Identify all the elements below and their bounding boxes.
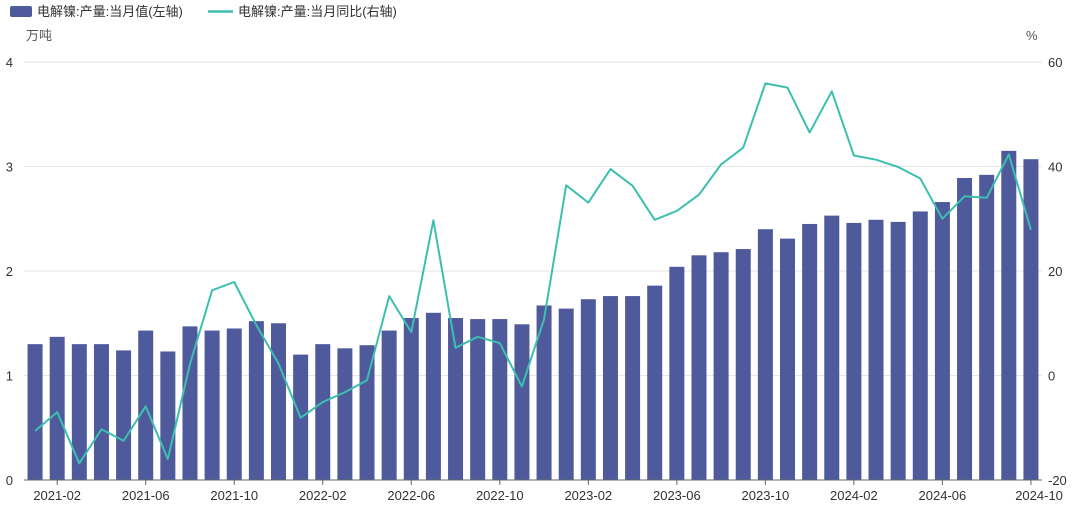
bar-2023-07 bbox=[691, 255, 707, 480]
bar-2024-08 bbox=[979, 174, 995, 481]
right-tick-label: 60 bbox=[1048, 55, 1062, 70]
left-tick-label: 0 bbox=[6, 473, 13, 488]
x-tick-label: 2024-10 bbox=[1015, 488, 1063, 503]
bar-2024-07 bbox=[957, 177, 973, 480]
legend-bar-label: 电解镍:产量:当月值(左轴) bbox=[37, 4, 183, 19]
bar-2022-04 bbox=[359, 345, 375, 480]
left-tick-label: 2 bbox=[6, 264, 13, 279]
x-tick-label: 2022-10 bbox=[476, 488, 524, 503]
x-tick-label: 2024-02 bbox=[830, 488, 878, 503]
bar-2024-02 bbox=[846, 222, 862, 480]
bar-2021-03 bbox=[71, 344, 87, 480]
bar-2023-11 bbox=[780, 238, 795, 480]
right-tick-label: 0 bbox=[1048, 369, 1055, 384]
bar-2023-02 bbox=[580, 299, 596, 480]
bar-2021-05 bbox=[116, 350, 132, 480]
bar-series bbox=[27, 150, 1039, 481]
bar-2024-06 bbox=[934, 202, 950, 480]
bar-2024-09 bbox=[1001, 150, 1017, 480]
bar-2021-02 bbox=[49, 336, 65, 480]
bar-2023-06 bbox=[669, 266, 685, 480]
right-tick-label: -20 bbox=[1048, 473, 1067, 488]
x-tick-label: 2021-02 bbox=[33, 488, 81, 503]
bar-2024-05 bbox=[912, 211, 928, 480]
bar-2023-03 bbox=[602, 296, 618, 480]
legend-item-line[interactable]: 电解镍:产量:当月同比(右轴) bbox=[208, 4, 397, 19]
bar-2021-10 bbox=[226, 328, 242, 480]
left-axis: 0 1 2 3 4 bbox=[6, 55, 13, 488]
x-tick-label: 2021-10 bbox=[210, 488, 258, 503]
right-axis-unit: % bbox=[1026, 28, 1038, 43]
bar-2021-11 bbox=[248, 321, 264, 480]
bar-2022-07 bbox=[425, 312, 441, 480]
bar-2022-12 bbox=[536, 305, 552, 480]
legend-bar-swatch bbox=[10, 6, 32, 17]
left-tick-label: 3 bbox=[6, 160, 13, 175]
bar-2022-10 bbox=[492, 319, 508, 480]
right-tick-label: 20 bbox=[1048, 264, 1062, 279]
x-tick-label: 2021-06 bbox=[122, 488, 170, 503]
bar-2022-11 bbox=[514, 324, 530, 480]
left-tick-label: 1 bbox=[6, 369, 13, 384]
left-tick-label: 4 bbox=[6, 55, 13, 70]
bar-2022-03 bbox=[337, 348, 353, 480]
line-series bbox=[34, 82, 1032, 465]
bar-2022-08 bbox=[448, 318, 464, 480]
bar-2021-08 bbox=[182, 326, 198, 480]
x-tick-label: 2023-02 bbox=[564, 488, 612, 503]
right-tick-label: 40 bbox=[1048, 160, 1062, 175]
bar-2023-08 bbox=[713, 252, 729, 480]
bar-2021-04 bbox=[93, 344, 109, 480]
bar-2022-05 bbox=[381, 330, 397, 480]
right-axis: -20 0 20 40 60 bbox=[1048, 55, 1067, 488]
bar-2023-10 bbox=[757, 229, 773, 480]
x-tick-label: 2022-02 bbox=[299, 488, 347, 503]
left-axis-unit: 万吨 bbox=[26, 28, 52, 43]
bar-2023-05 bbox=[647, 285, 663, 480]
x-tick-label: 2022-06 bbox=[387, 488, 435, 503]
legend-item-bar[interactable]: 电解镍:产量:当月值(左轴) bbox=[10, 4, 183, 19]
bar-2021-09 bbox=[204, 330, 220, 480]
bar-2021-06 bbox=[138, 330, 154, 480]
legend[interactable]: 电解镍:产量:当月值(左轴) 电解镍:产量:当月同比(右轴) bbox=[10, 4, 397, 19]
yoy-line bbox=[34, 82, 1032, 465]
bar-2024-01 bbox=[824, 215, 840, 481]
bar-2021-01 bbox=[27, 344, 43, 480]
bar-2021-12 bbox=[271, 323, 286, 480]
bar-2024-04 bbox=[890, 221, 906, 480]
x-tick-label: 2024-06 bbox=[919, 488, 967, 503]
bar-2021-07 bbox=[160, 351, 176, 480]
x-axis: 2021-02 2021-06 2021-10 2022-02 2022-06 2022-… bbox=[24, 479, 1063, 503]
bar-2022-02 bbox=[315, 344, 331, 480]
bar-2022-09 bbox=[470, 319, 486, 480]
bar-2023-09 bbox=[735, 249, 751, 480]
bar-2022-06 bbox=[403, 318, 419, 480]
bar-2023-04 bbox=[625, 296, 641, 480]
bar-2024-03 bbox=[868, 219, 884, 481]
x-tick-label: 2023-10 bbox=[742, 488, 790, 503]
bar-2023-01 bbox=[558, 308, 574, 480]
legend-line-label: 电解镍:产量:当月同比(右轴) bbox=[238, 4, 397, 19]
bar-2023-12 bbox=[802, 223, 818, 480]
bar-2024-10 bbox=[1023, 159, 1039, 480]
x-tick-label: 2023-06 bbox=[653, 488, 701, 503]
